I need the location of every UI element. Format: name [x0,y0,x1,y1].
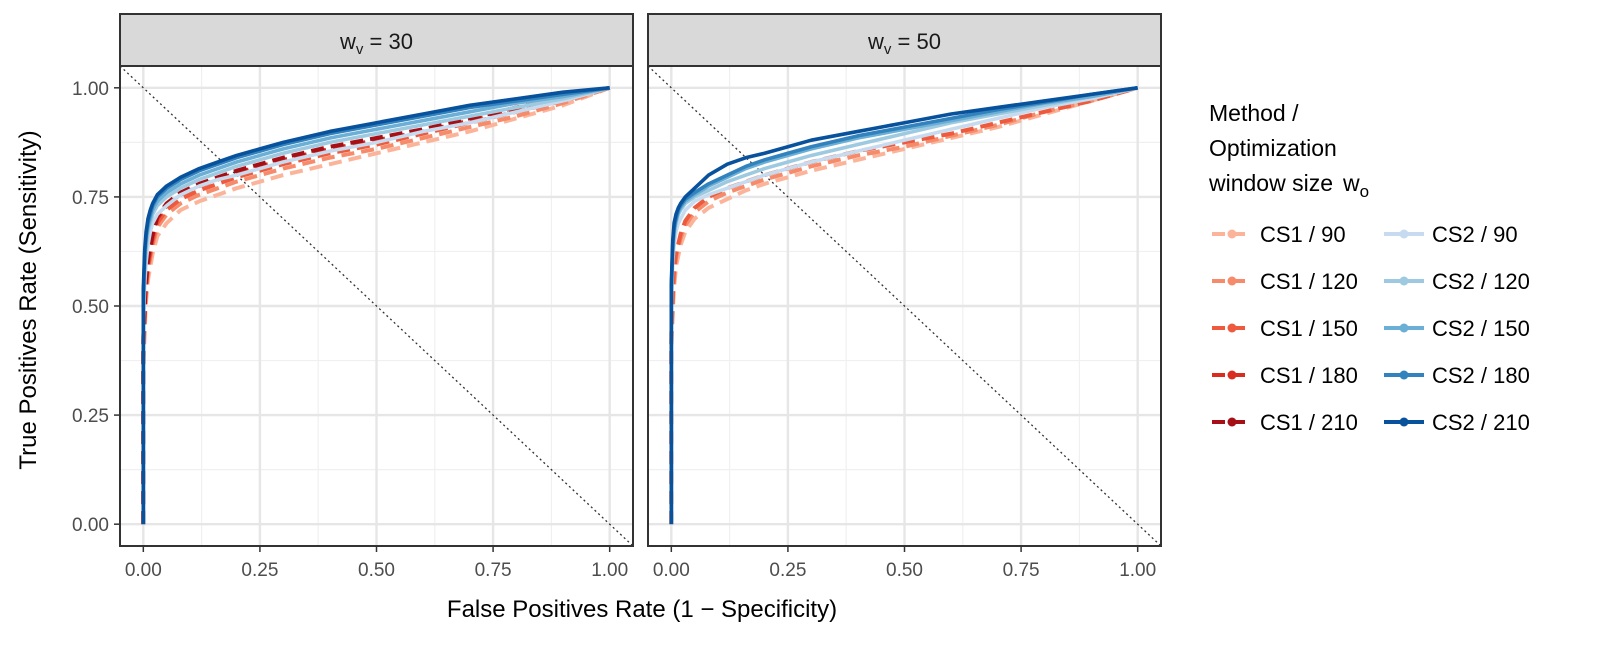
x-tick-label: 0.50 [886,560,923,581]
panel-wv-50: wv = 50 0.00 0.25 0.50 0.75 1.00 [647,13,1162,581]
legend-item-cs1-150: CS1 / 150 [1212,316,1358,341]
y-tick-label: 1.00 [72,79,109,100]
legend-item-cs1-90: CS1 / 90 [1212,222,1346,247]
reference-diagonal [119,65,634,547]
legend-title-line-1: Method / [1209,100,1299,126]
facet-strip-value: = 30 [363,29,413,54]
legend-key-point [1399,323,1409,333]
x-axis-ticks: 0.00 0.25 0.50 0.75 1.00 [125,546,628,581]
legend-label: CS2 / 120 [1432,269,1530,294]
series-group [141,85,611,525]
series-line-cs1-120 [141,85,611,525]
legend-key-point [1399,417,1409,427]
legend-title-symbol: w [1342,170,1360,196]
series-line-cs2-210 [669,86,1138,525]
legend-label: CS1 / 120 [1260,269,1358,294]
x-tick-label: 0.50 [358,560,395,581]
facet-strip-label: wv = 50 [867,29,941,58]
y-axis-title: True Positives Rate (Sensitivity) [15,130,42,469]
legend-key-point [1399,370,1409,380]
facet-strip: wv = 50 [647,13,1162,67]
legend-key-point [1227,229,1237,239]
y-tick-label: 0.50 [72,297,109,318]
axis-titles: False Positives Rate (1 − Specificity) T… [15,130,837,623]
legend-item-cs2-150: CS2 / 150 [1384,316,1530,341]
legend-item-cs2-120: CS2 / 120 [1384,269,1530,294]
x-tick-label: 0.00 [653,560,690,581]
legend-item-cs1-180: CS1 / 180 [1212,363,1358,388]
facet-strip-symbol: w [339,29,356,54]
legend-label: CS2 / 150 [1432,316,1530,341]
legend-key-point [1227,323,1237,333]
facet-strip-background [119,13,634,67]
x-tick-label: 0.75 [475,560,512,581]
legend-title-line-2: Optimization [1209,135,1337,161]
x-tick-label: 0.00 [125,560,162,581]
facet-strip-value: = 50 [891,29,941,54]
legend-label: CS2 / 180 [1432,363,1530,388]
legend-key-point [1227,276,1237,286]
legend-item-cs1-120: CS1 / 120 [1212,269,1358,294]
x-tick-label: 0.25 [241,560,278,581]
legend-title-line-3: window size wo [1208,170,1369,201]
legend: Method / Optimization window size wo CS1 … [1208,100,1530,435]
x-tick-label: 1.00 [1119,560,1156,581]
panel-wv-30: wv = 300.00 0.25 0.50 0.75 1.000.000.250.500… [72,13,634,581]
facet-strip-subscript: v [356,41,364,58]
legend-key-point [1227,370,1237,380]
y-tick-label: 0.25 [72,406,109,427]
y-tick-label: 0.00 [72,515,109,536]
legend-label: CS1 / 180 [1260,363,1358,388]
legend-key-point [1227,417,1237,427]
legend-key-point [1399,229,1409,239]
reference-diagonal [647,65,1162,547]
legend-item-cs2-210: CS2 / 210 [1384,410,1530,435]
facet-strip-symbol: w [867,29,884,54]
x-axis-ticks: 0.00 0.25 0.50 0.75 1.00 [653,546,1156,581]
y-axis-ticks: 0.00 0.25 0.50 0.75 1.00 [72,79,120,536]
series-line-cs2-210 [141,86,610,525]
facet-strip-subscript: v [884,41,892,58]
legend-label: CS1 / 210 [1260,410,1358,435]
legend-item-cs2-90: CS2 / 90 [1384,222,1518,247]
facet-strip: wv = 30 [119,13,634,67]
legend-label: CS1 / 150 [1260,316,1358,341]
x-tick-label: 1.00 [591,560,628,581]
legend-title-subscript: o [1360,182,1369,201]
legend-title-window-size: window size [1208,170,1333,196]
y-tick-label: 0.75 [72,188,109,209]
legend-item-cs1-210: CS1 / 210 [1212,410,1358,435]
legend-entries: CS1 / 90 CS1 / 120 CS1 / 150 CS1 / 180 CS1 /… [1212,222,1530,435]
series-group [669,85,1139,525]
x-tick-label: 0.75 [1003,560,1040,581]
legend-label: CS2 / 210 [1432,410,1530,435]
legend-label: CS2 / 90 [1432,222,1518,247]
x-axis-title: False Positives Rate (1 − Specificity) [447,596,837,623]
legend-label: CS1 / 90 [1260,222,1346,247]
legend-item-cs2-180: CS2 / 180 [1384,363,1530,388]
x-tick-label: 0.25 [769,560,806,581]
legend-key-point [1399,276,1409,286]
facet-strip-label: wv = 30 [339,29,413,58]
